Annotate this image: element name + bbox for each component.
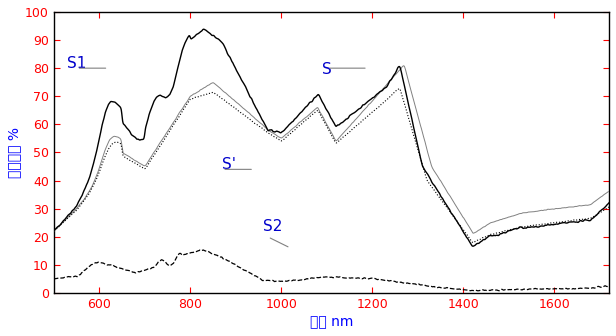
Text: S': S' bbox=[222, 157, 236, 172]
Y-axis label: 漫反射率 %: 漫反射率 % bbox=[7, 127, 21, 178]
X-axis label: 波长 nm: 波长 nm bbox=[310, 315, 353, 329]
Text: S1: S1 bbox=[68, 56, 87, 71]
Text: S: S bbox=[322, 62, 332, 77]
Text: S2: S2 bbox=[263, 219, 283, 234]
